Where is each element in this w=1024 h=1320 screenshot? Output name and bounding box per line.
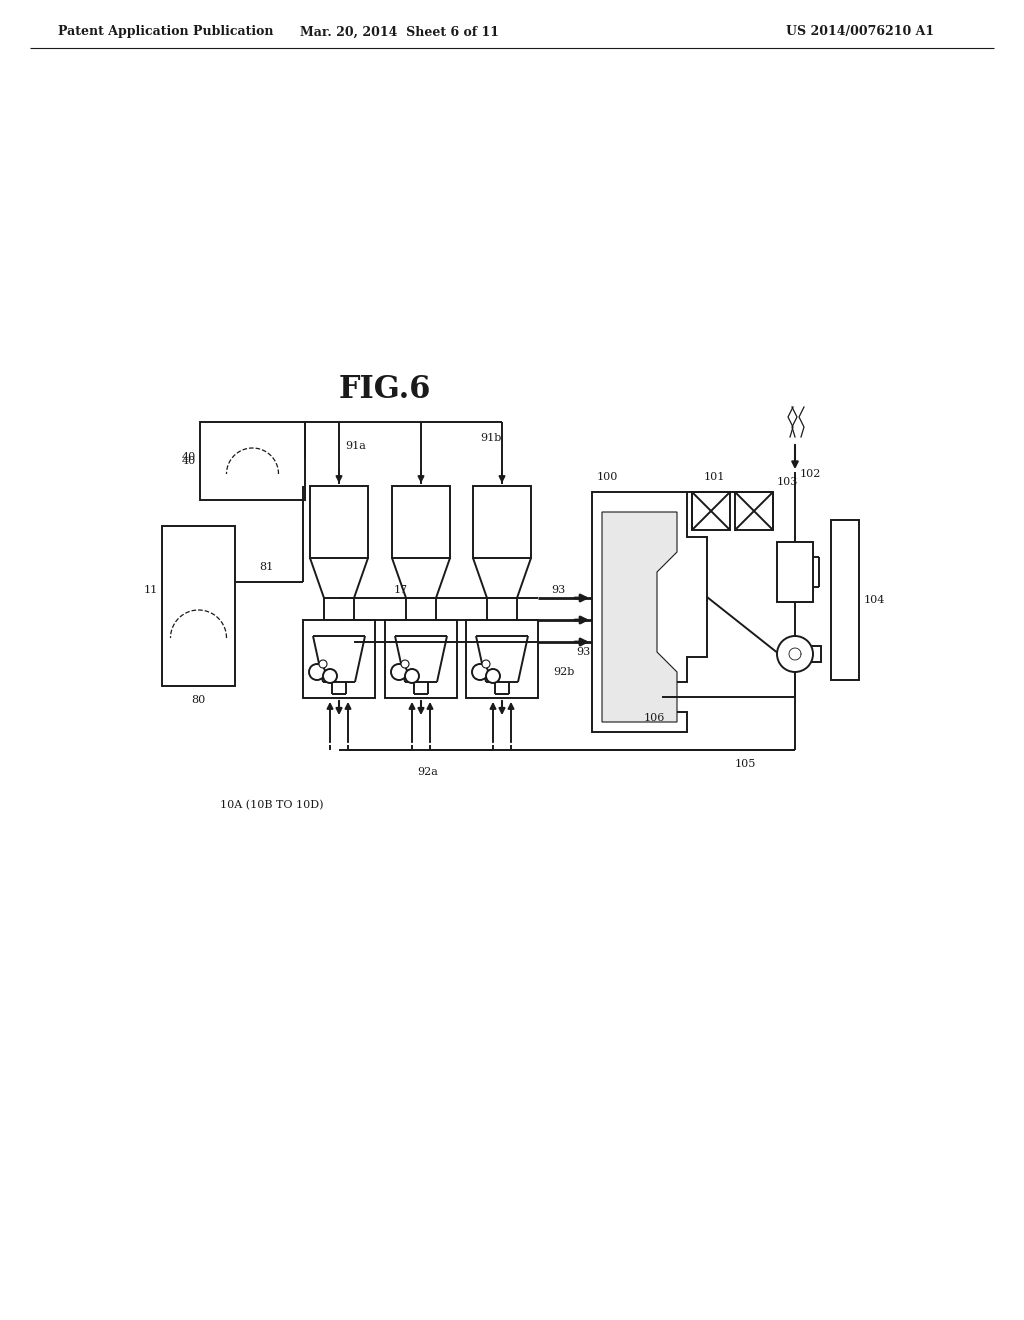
Text: 80: 80 [191,696,206,705]
Text: 40: 40 [181,451,196,462]
Text: FIG.6: FIG.6 [339,375,431,405]
Bar [303,620,375,698]
Bar [310,486,368,558]
Text: 11: 11 [143,585,158,595]
Text: 104: 104 [864,595,886,605]
Text: 93: 93 [551,585,565,595]
Text: 10A (10B TO 10D): 10A (10B TO 10D) [220,800,324,810]
Circle shape [777,636,813,672]
Text: 17: 17 [394,585,409,595]
Bar [200,422,305,500]
Circle shape [319,660,327,668]
Text: 100: 100 [597,473,618,482]
Bar [735,492,773,531]
Bar [162,525,234,686]
Circle shape [482,660,490,668]
Bar [473,486,531,558]
Text: US 2014/0076210 A1: US 2014/0076210 A1 [786,25,934,38]
Polygon shape [592,492,707,733]
Text: 105: 105 [735,759,757,770]
Bar [392,486,450,558]
Text: 106: 106 [644,713,666,723]
Circle shape [406,669,419,682]
Text: 91b: 91b [480,433,502,444]
Text: 101: 101 [705,473,725,482]
Circle shape [472,664,488,680]
Text: 92b: 92b [553,667,574,677]
Text: 92a: 92a [417,767,438,777]
Text: 102: 102 [800,469,821,479]
Bar [692,492,730,531]
Circle shape [309,664,325,680]
Text: 81: 81 [260,562,274,572]
Circle shape [486,669,500,682]
Bar [811,645,821,663]
Text: 91a: 91a [345,441,366,451]
Circle shape [401,660,409,668]
Text: 93: 93 [575,647,590,657]
Circle shape [323,669,337,682]
Circle shape [391,664,407,680]
Bar [385,620,457,698]
Polygon shape [602,512,677,722]
Text: 103: 103 [777,477,799,487]
Text: Mar. 20, 2014  Sheet 6 of 11: Mar. 20, 2014 Sheet 6 of 11 [300,25,500,38]
Text: Patent Application Publication: Patent Application Publication [58,25,273,38]
Bar [777,543,813,602]
Bar [831,520,859,680]
Text: 40: 40 [181,455,196,466]
Bar [466,620,538,698]
